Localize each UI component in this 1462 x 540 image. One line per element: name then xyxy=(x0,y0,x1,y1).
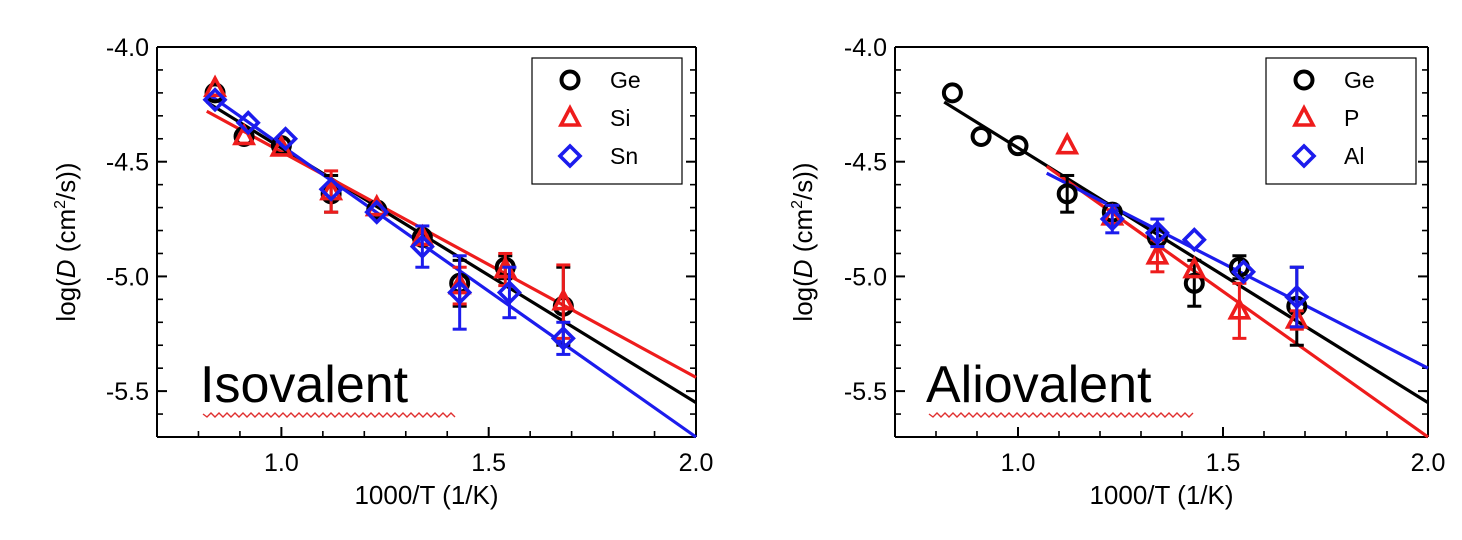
x-tick-label: 2.0 xyxy=(1411,449,1446,477)
spellcheck-underline xyxy=(202,412,456,418)
legend-marker-ge xyxy=(1293,69,1315,91)
data-point-ge xyxy=(970,125,992,147)
data-point-ge xyxy=(1007,135,1029,157)
legend-label-ge: Ge xyxy=(610,67,641,93)
legend-marker-si xyxy=(558,104,582,127)
y-tick-label: -4.5 xyxy=(106,149,149,177)
x-tick-label: 1.5 xyxy=(1206,449,1241,477)
legend-label-p: P xyxy=(1344,105,1359,131)
legend-box xyxy=(1265,57,1417,185)
data-point-al xyxy=(1144,220,1170,246)
data-point-sn xyxy=(496,279,522,306)
data-point-ge xyxy=(1056,183,1078,205)
legend-label-si: Si xyxy=(610,105,630,131)
y-tick-label: -4.0 xyxy=(844,34,887,62)
data-point-si xyxy=(551,287,576,311)
y-tick-label: -5.5 xyxy=(844,378,887,406)
y-tick-label: -5.5 xyxy=(106,378,149,406)
data-point-al xyxy=(1181,227,1207,253)
data-point-sn xyxy=(318,176,344,202)
x-tick-label: 1.0 xyxy=(1001,449,1036,477)
spellcheck-underline xyxy=(928,412,1194,418)
legend-label-al: Al xyxy=(1344,143,1364,169)
legend-marker-p xyxy=(1292,104,1316,127)
data-point-sn xyxy=(202,87,228,113)
data-point-p xyxy=(1055,131,1080,155)
legend-box xyxy=(531,57,683,185)
data-point-sn xyxy=(550,325,576,351)
data-point-si xyxy=(203,74,228,98)
panel-isovalent: -4.0 -4.5 -5.0 -5.5 1.0 1.5 2.0 1000/T (1/K) log… xyxy=(51,34,713,510)
y-axis-label: log(D (cm2/s)) xyxy=(788,162,818,321)
panel-title: Aliovalent xyxy=(926,356,1152,414)
data-point-p xyxy=(1182,255,1207,279)
data-point-al xyxy=(1099,206,1125,232)
data-point-al xyxy=(1230,259,1257,285)
data-point-sn xyxy=(364,199,390,225)
data-point-sn xyxy=(409,234,435,260)
x-tick-label: 2.0 xyxy=(679,449,714,477)
y-tick-label: -5.0 xyxy=(106,263,149,291)
y-axis-label: log(D (cm2/s)) xyxy=(51,162,81,321)
x-tick-label: 1.0 xyxy=(264,449,299,477)
data-point-si xyxy=(232,122,257,146)
legend-label-sn: Sn xyxy=(610,143,638,169)
x-axis-label: 1000/T (1/K) xyxy=(1089,480,1233,510)
data-point-sn xyxy=(272,126,299,152)
panel-aliovalent: -4.0 -4.5 -5.0 -5.5 1.0 1.5 2.0 1000/T (1/K) log… xyxy=(788,34,1445,510)
data-point-p xyxy=(1145,241,1170,265)
data-point-al xyxy=(1284,284,1310,310)
x-tick-label: 1.5 xyxy=(471,449,506,477)
x-axis-label: 1000/T (1/K) xyxy=(354,480,498,510)
legend-marker-al xyxy=(1291,143,1317,169)
legend-label-ge: Ge xyxy=(1344,67,1375,93)
legend-marker-sn xyxy=(557,143,583,169)
data-point-ge xyxy=(941,82,963,104)
panel-title: Isovalent xyxy=(200,356,409,414)
data-point-sn xyxy=(235,110,261,136)
data-point-p xyxy=(1227,296,1252,320)
legend-marker-ge xyxy=(559,69,581,91)
y-tick-label: -4.5 xyxy=(844,149,887,177)
data-point-sn xyxy=(447,279,473,306)
y-tick-label: -4.0 xyxy=(106,34,149,62)
y-tick-label: -5.0 xyxy=(844,263,887,291)
